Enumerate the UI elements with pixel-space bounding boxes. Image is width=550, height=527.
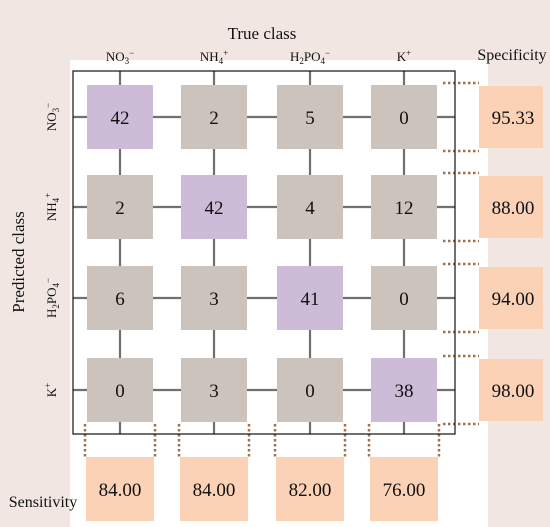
dotted-connectors: [83, 81, 479, 457]
sensitivity-box-1: [180, 457, 248, 521]
matrix-cells: 42 2 5 0 2 42 4 12 6 3 41 0 0 3 0 38: [87, 85, 437, 422]
predicted-class-label-3: K+: [43, 383, 59, 397]
x-axis-title: True class: [228, 24, 297, 43]
specificity-value-1: 88.00: [492, 198, 535, 219]
matrix-cell-0-3: [371, 85, 437, 149]
predicted-class-label-2: H2PO4−: [43, 278, 61, 318]
sensitivity-value-3: 76.00: [383, 480, 426, 501]
matrix-cell-3-1: [181, 358, 247, 422]
matrix-value-2-1: 3: [209, 289, 219, 310]
matrix-cell-3-3: [371, 358, 437, 422]
sensitivity-label: Sensitivity: [9, 494, 77, 511]
matrix-frame: [72, 70, 456, 435]
matrix-value-2-3: 0: [399, 289, 409, 310]
matrix-value-3-3: 38: [395, 381, 414, 402]
specificity-label: Specificity: [477, 47, 546, 64]
specificity-value-0: 95.33: [492, 108, 535, 129]
matrix-value-3-0: 0: [115, 381, 125, 402]
metric-boxes: 95.33 88.00 94.00 98.00 84.00 84.00 82.00 76.00: [86, 86, 543, 521]
matrix-cell-0-2: [277, 85, 343, 149]
true-class-label-2: H2PO4−: [290, 48, 330, 66]
predicted-class-tick-labels: NO3− NH4+ H2PO4− K+: [43, 103, 61, 397]
specificity-value-2: 94.00: [492, 289, 535, 310]
sensitivity-value-0: 84.00: [99, 480, 142, 501]
sensitivity-box-3: [370, 457, 438, 521]
matrix-cell-0-1: [181, 85, 247, 149]
matrix-value-0-2: 5: [305, 108, 315, 129]
sensitivity-box-0: [86, 457, 154, 521]
matrix-cell-2-3: [371, 266, 437, 330]
matrix-cell-2-1: [181, 266, 247, 330]
matrix-value-1-0: 2: [115, 198, 125, 219]
matrix-cell-2-0: [87, 266, 153, 330]
predicted-class-label-0: NO3−: [43, 103, 61, 131]
matrix-value-2-0: 6: [115, 289, 125, 310]
matrix-cell-0-0: [87, 85, 153, 149]
matrix-cell-2-2: [277, 266, 343, 330]
matrix-value-3-1: 3: [209, 381, 219, 402]
matrix-cell-1-1: [181, 175, 247, 239]
specificity-box-3: [479, 359, 543, 421]
true-class-label-3: K+: [397, 48, 411, 64]
matrix-value-0-0: 42: [111, 108, 130, 129]
matrix-value-1-1: 42: [205, 198, 224, 219]
matrix-value-2-2: 41: [301, 289, 320, 310]
sensitivity-value-2: 82.00: [289, 480, 332, 501]
true-class-label-0: NO3−: [106, 48, 134, 66]
specificity-value-3: 98.00: [492, 381, 535, 402]
sensitivity-value-1: 84.00: [193, 480, 236, 501]
matrix-cell-3-2: [277, 358, 343, 422]
matrix-value-3-2: 0: [305, 381, 315, 402]
matrix-value-1-3: 12: [395, 198, 414, 219]
matrix-cell-1-3: [371, 175, 437, 239]
y-axis-title: Predicted class: [9, 211, 28, 313]
true-class-tick-labels: NO3− NH4+ H2PO4− K+: [106, 48, 411, 66]
matrix-cell-1-2: [277, 175, 343, 239]
specificity-box-2: [479, 267, 543, 329]
predicted-class-label-1: NH4+: [43, 193, 61, 221]
matrix-value-0-1: 2: [209, 108, 219, 129]
specificity-box-1: [479, 176, 543, 238]
sensitivity-box-2: [276, 457, 344, 521]
matrix-value-1-2: 4: [305, 198, 315, 219]
matrix-cell-3-0: [87, 358, 153, 422]
true-class-label-1: NH4+: [200, 48, 228, 66]
matrix-cell-1-0: [87, 175, 153, 239]
specificity-box-0: [479, 86, 543, 148]
matrix-value-0-3: 0: [399, 108, 409, 129]
